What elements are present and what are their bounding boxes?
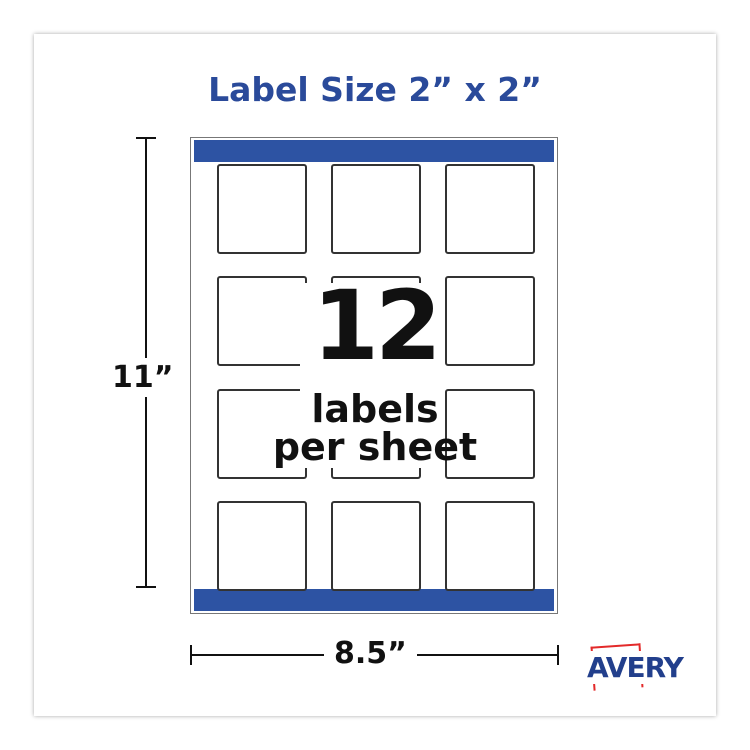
- label-square: [445, 389, 535, 479]
- label-square: [445, 501, 535, 591]
- count-text-line2: per sheet: [272, 425, 478, 469]
- label-square: [217, 276, 307, 366]
- height-cap-bottom: [136, 586, 156, 588]
- logo-wordmark: AVERY: [585, 651, 685, 684]
- label-square: [331, 501, 421, 591]
- avery-logo: AVERY: [585, 643, 705, 691]
- label-square: [217, 164, 307, 254]
- top-band: [194, 140, 554, 162]
- height-label: 11”: [112, 358, 174, 397]
- label-square: [445, 276, 535, 366]
- label-count: 12: [312, 270, 442, 382]
- count-text-line1: labels: [311, 387, 439, 431]
- bottom-band: [194, 589, 554, 611]
- width-cap-right: [557, 645, 559, 665]
- width-label: 8.5”: [324, 636, 417, 671]
- text-backdrop: [300, 283, 442, 468]
- label-size-title: Label Size 2” x 2”: [208, 70, 542, 109]
- label-square: [331, 164, 421, 254]
- label-square: [217, 501, 307, 591]
- label-square: [445, 164, 535, 254]
- width-cap-left: [190, 645, 192, 665]
- height-cap-top: [136, 137, 156, 139]
